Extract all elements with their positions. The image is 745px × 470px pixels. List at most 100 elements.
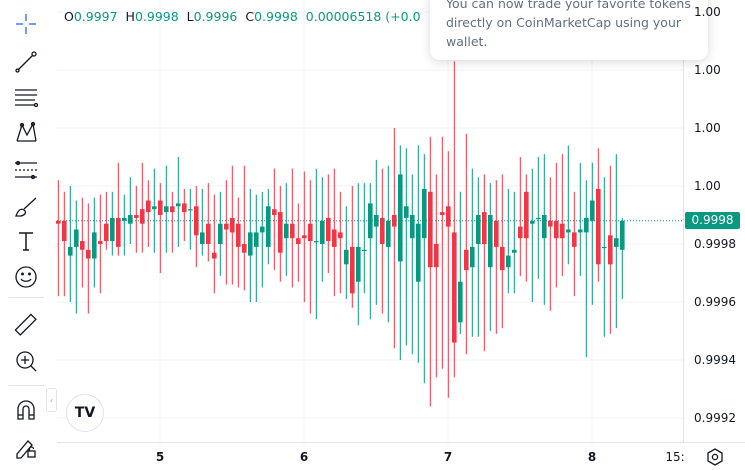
candle-up	[386, 220, 391, 247]
close-value: 0.9998	[254, 9, 298, 24]
candle-up	[92, 232, 97, 259]
pattern-tool-button[interactable]	[10, 117, 42, 147]
candle-down	[62, 220, 67, 242]
candle-up	[368, 203, 373, 239]
candle-down	[392, 215, 397, 227]
candle-down	[308, 223, 313, 242]
candle-up	[530, 220, 535, 224]
candle-down	[140, 209, 145, 224]
candle-up	[188, 209, 193, 211]
candle-down	[146, 200, 151, 213]
candle-down	[428, 191, 433, 268]
candle-down	[500, 246, 505, 271]
candle-down	[206, 223, 211, 244]
price-tick-label: 0.9998	[694, 237, 736, 251]
price-tick-label: 0.9994	[694, 353, 736, 367]
brush-icon	[15, 197, 37, 217]
high-label: H	[125, 9, 135, 24]
candle-down	[434, 244, 439, 268]
candle-down	[518, 226, 523, 239]
zoom-in-tool-button[interactable]	[10, 346, 42, 376]
candle-down	[194, 206, 199, 236]
time-tick-label: 5	[155, 450, 165, 464]
candle-up	[200, 232, 205, 244]
horizontal-lines-tool-button[interactable]	[10, 82, 42, 112]
trend-line-tool-button[interactable]	[10, 47, 42, 77]
tradingview-logo-icon: 𝗧𝗩	[74, 405, 96, 421]
candle-down	[332, 229, 337, 247]
settings-icon[interactable]	[705, 447, 725, 467]
candle-down	[158, 200, 163, 215]
candle-down	[86, 249, 91, 259]
time-tick-label: 15:	[665, 450, 685, 464]
candle-up	[164, 206, 169, 213]
candle-up	[398, 174, 403, 262]
high-value: 0.9998	[134, 9, 179, 24]
candle-up	[488, 215, 493, 268]
candle-down	[302, 235, 307, 239]
low-value: 0.9996	[193, 9, 238, 24]
candle-up	[590, 200, 595, 221]
candle-up	[374, 215, 379, 227]
last-price-badge: 0.9998	[685, 212, 740, 230]
candle-down	[170, 206, 175, 213]
ruler-icon	[14, 313, 37, 336]
time-tick-label: 8	[587, 450, 597, 464]
emoji-tool-button[interactable]	[10, 262, 42, 292]
candle-down	[134, 215, 139, 218]
candle-up	[260, 226, 265, 233]
price-tick-label: 1.00	[694, 63, 721, 77]
crosshair-tool-button[interactable]	[10, 9, 42, 39]
magnet-icon	[17, 400, 35, 420]
candle-up	[578, 229, 583, 233]
tradingview-logo[interactable]: 𝗧𝗩	[66, 394, 104, 432]
candle-down	[290, 223, 295, 239]
toolbar-divider	[8, 297, 44, 298]
text-tool-button[interactable]	[10, 226, 42, 256]
brush-tool-button[interactable]	[10, 192, 42, 222]
drawing-toolbar	[0, 0, 52, 470]
tooltip-text: You can now trade your favorite tokens d…	[446, 0, 691, 49]
candle-down	[548, 220, 553, 227]
candle-up	[542, 215, 547, 239]
candle-down	[242, 244, 247, 253]
candle-down	[554, 220, 559, 239]
lock-drawing-tool-button[interactable]	[10, 432, 42, 462]
candle-up	[536, 217, 541, 220]
candle-down	[116, 217, 121, 247]
lock-drawing-icon	[16, 440, 36, 459]
change-value: 0.00006518 (+0.0	[305, 9, 421, 24]
candle-up	[422, 188, 427, 239]
candle-up	[614, 238, 619, 247]
crosshair-icon	[16, 14, 36, 34]
candle-down	[446, 206, 451, 227]
collapse-toolbar-button[interactable]: ‹	[46, 388, 57, 412]
candle-up	[620, 220, 625, 250]
price-tick-label: 0.9992	[694, 411, 736, 425]
candle-up	[476, 215, 481, 244]
ohlc-legend: O0.9997 H0.9998 L0.9996 C0.9998 0.000065…	[64, 9, 421, 24]
magnet-tool-button[interactable]	[10, 395, 42, 425]
toolbar-divider	[8, 385, 44, 386]
candle-down	[212, 252, 217, 259]
text-icon	[19, 232, 33, 251]
emoji-icon	[15, 266, 37, 288]
candle-up	[122, 217, 127, 221]
fib-tool-button[interactable]	[10, 155, 42, 185]
horizontal-lines-icon	[15, 89, 39, 108]
candle-up	[344, 249, 349, 265]
candle-up	[602, 246, 607, 249]
ruler-tool-button[interactable]	[10, 310, 42, 340]
price-tick-label: 1.00	[694, 179, 721, 193]
close-label: C	[245, 9, 255, 24]
candle-down	[524, 191, 529, 239]
time-tick-label: 6	[299, 450, 309, 464]
candle-down	[278, 212, 283, 253]
candle-up	[566, 229, 571, 233]
candle-up	[362, 249, 367, 251]
candle-down	[380, 217, 385, 244]
candle-up	[458, 281, 463, 323]
candle-up	[254, 232, 259, 247]
candle-up	[470, 246, 475, 268]
